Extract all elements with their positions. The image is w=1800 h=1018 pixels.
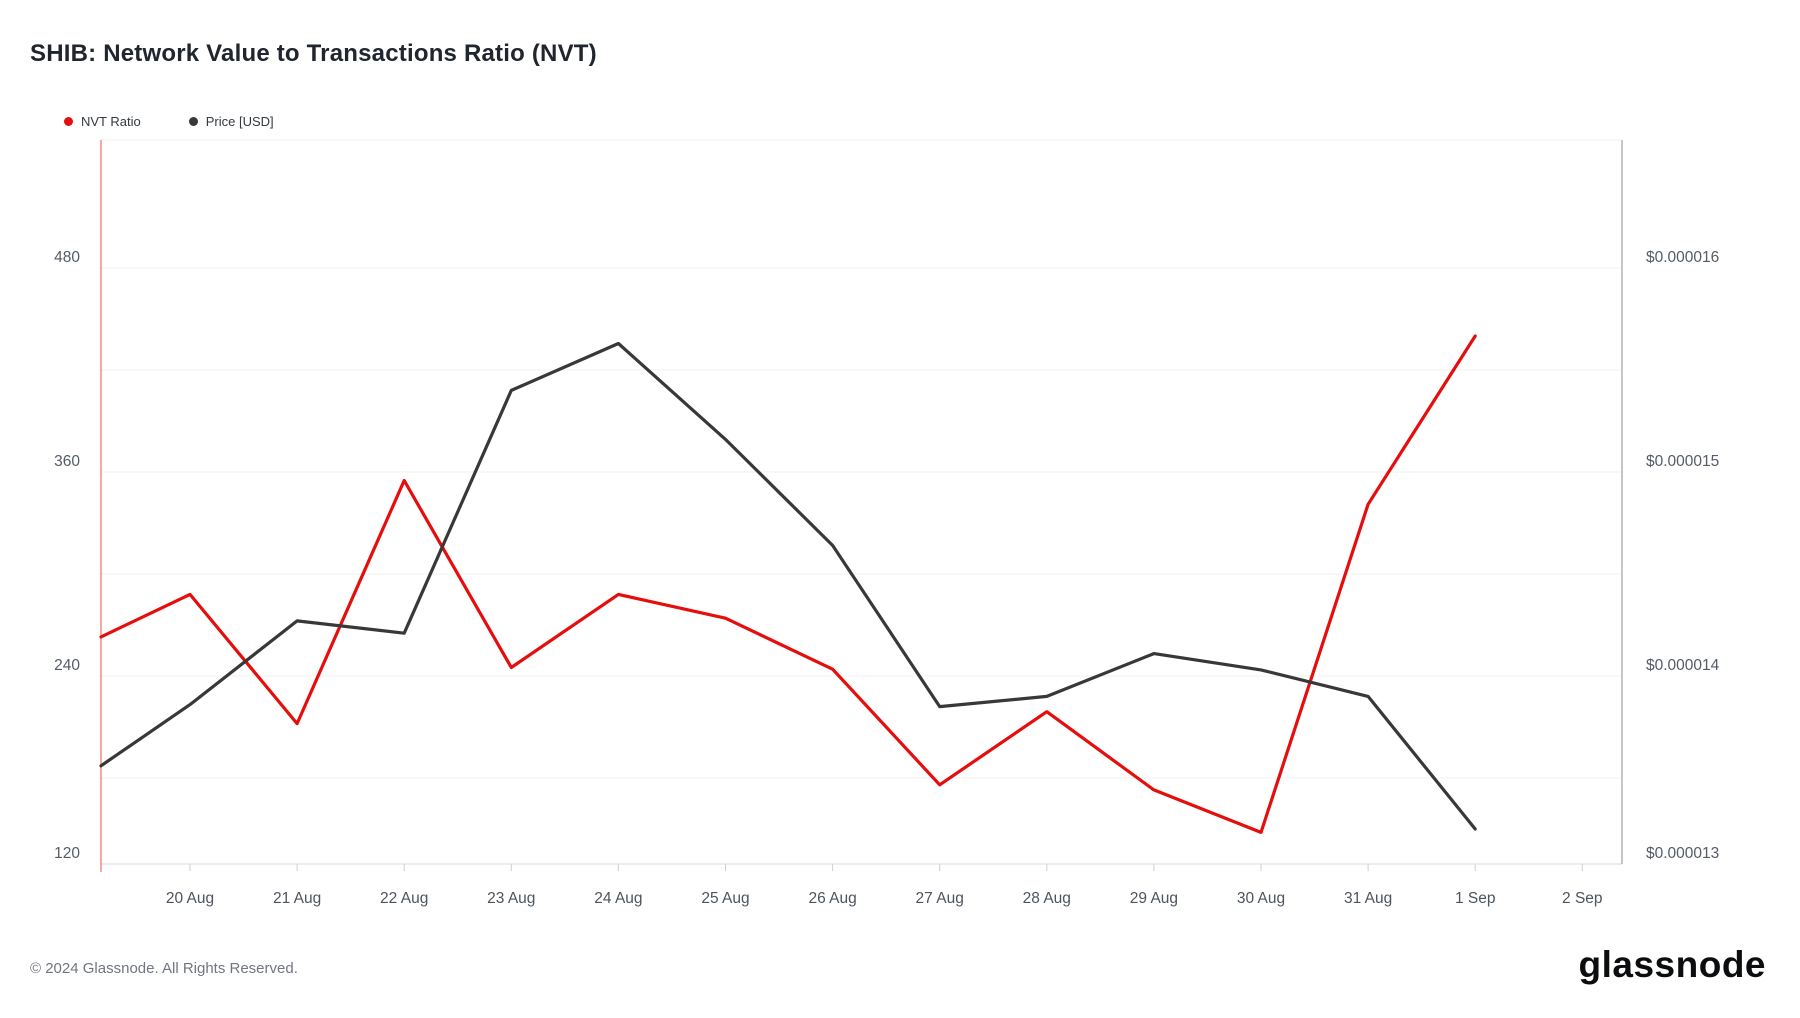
glassnode-logo: glassnode — [1578, 944, 1766, 985]
copyright-text: © 2024 Glassnode. All Rights Reserved. — [30, 960, 298, 977]
x-tick-label: 30 Aug — [1237, 890, 1285, 907]
right-axis-label: $0.000015 — [1646, 453, 1719, 470]
series-line-price-usd-[interactable] — [99, 341, 1477, 831]
legend-label: Price [USD] — [205, 114, 274, 129]
page-title: SHIB: Network Value to Transactions Rati… — [30, 40, 597, 67]
x-tick-label: 23 Aug — [487, 890, 535, 907]
legend-dot — [188, 117, 198, 126]
left-axis-label: 360 — [54, 453, 80, 470]
right-axis-label: $0.000016 — [1646, 249, 1719, 266]
x-tick-label: 24 Aug — [594, 890, 642, 907]
x-tick-label: 2 Sep — [1562, 890, 1603, 907]
series-line-nvt-ratio[interactable] — [99, 334, 1477, 835]
legend-dot — [64, 117, 73, 126]
legend-item-nvt-ratio[interactable]: NVT Ratio — [64, 114, 141, 129]
x-tick-label: 31 Aug — [1344, 890, 1392, 907]
x-tick-label: 25 Aug — [701, 890, 749, 907]
x-tick-label: 21 Aug — [273, 890, 321, 907]
legend-label: NVT Ratio — [81, 114, 141, 129]
x-tick-label: 27 Aug — [916, 890, 964, 907]
x-tick-label: 28 Aug — [1023, 890, 1071, 907]
left-axis-label: 120 — [54, 845, 80, 862]
legend-item-price-usd-[interactable]: Price [USD] — [188, 114, 274, 129]
left-axis-label: 240 — [54, 657, 80, 674]
right-axis-label: $0.000013 — [1646, 845, 1719, 862]
x-tick-label: 1 Sep — [1455, 890, 1496, 907]
right-axis-label: $0.000014 — [1646, 657, 1720, 674]
x-tick-label: 22 Aug — [380, 890, 428, 907]
left-axis-label: 480 — [54, 249, 80, 266]
x-tick-label: 26 Aug — [808, 890, 856, 907]
x-tick-label: 20 Aug — [166, 890, 214, 907]
chart-legend: NVT Ratio Price [USD] — [64, 114, 274, 129]
x-tick-label: 29 Aug — [1130, 890, 1178, 907]
